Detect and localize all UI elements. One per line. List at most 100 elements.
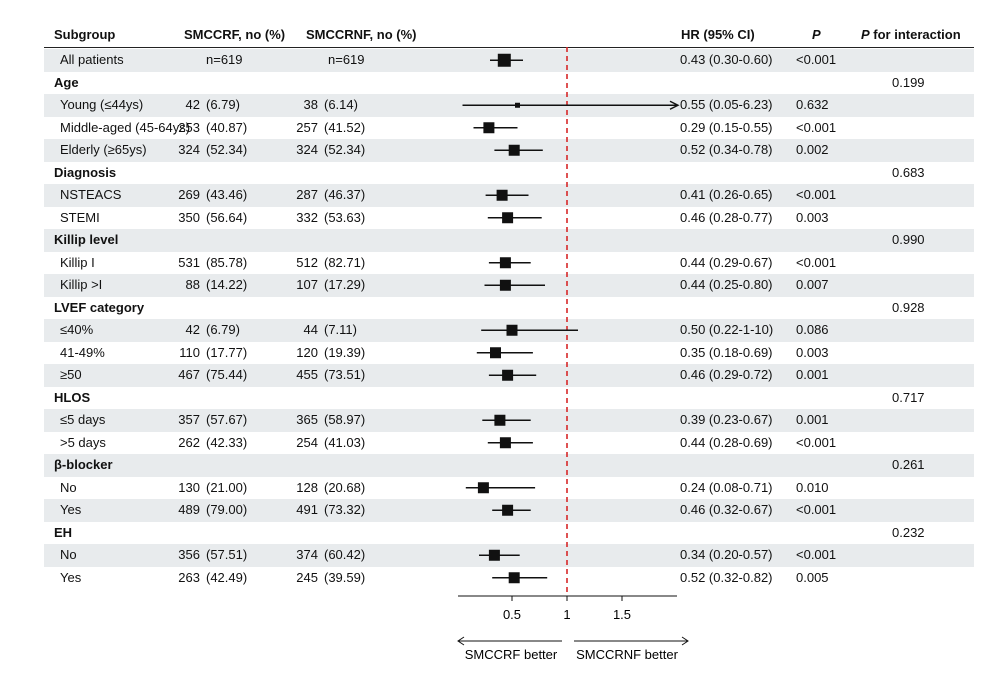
hr-point xyxy=(499,257,511,269)
subgroup-label: Yes xyxy=(60,569,82,585)
hr-ci-value: 0.43 (0.30-0.60) xyxy=(680,52,773,67)
subgroup-label: Yes xyxy=(60,502,82,517)
subgroup-label: ≤5 days xyxy=(60,412,106,427)
hr-ci-value: 0.46 (0.28-0.77) xyxy=(680,209,773,225)
hr-point xyxy=(494,414,506,426)
subgroup-label: ≥50 xyxy=(60,367,82,382)
table-row: 41-49% 110 (17.77) 120 (19.39) 0.35 (0.18-0.6… xyxy=(44,342,974,365)
hr-point xyxy=(502,504,514,516)
subgroup-label: Young (≤44ys) xyxy=(60,97,144,112)
hr-point xyxy=(499,437,511,449)
smccrnf-pct: (58.97) xyxy=(324,412,366,427)
group-label: β-blocker xyxy=(54,457,113,472)
smccrf-n: 262 xyxy=(178,434,200,450)
smccrf-n: 489 xyxy=(178,502,200,517)
p-value: 0.632 xyxy=(796,97,829,112)
smccrf-pct: (17.77) xyxy=(206,344,248,360)
p-value: <0.001 xyxy=(796,502,837,517)
hr-point xyxy=(515,102,520,108)
smccrnf-pct: (17.29) xyxy=(324,277,366,292)
hr-point xyxy=(502,212,514,224)
smccrf-pct: (40.87) xyxy=(206,119,248,135)
smccrf-n: 324 xyxy=(178,142,200,157)
smccrf-pct: (21.00) xyxy=(206,479,248,495)
smccrf-pct: (85.78) xyxy=(206,254,248,270)
hr-ci-value: 0.46 (0.32-0.67) xyxy=(680,502,773,517)
p-interaction-value: 0.261 xyxy=(892,457,925,472)
smccrnf-pct: (60.42) xyxy=(324,547,366,562)
hr-ci-value: 0.44 (0.25-0.80) xyxy=(680,277,773,292)
hr-ci-value: 0.46 (0.29-0.72) xyxy=(680,367,773,382)
group-row: LVEF category 0.928 xyxy=(44,297,974,320)
p-value: 0.005 xyxy=(796,569,829,585)
group-row: Age 0.199 xyxy=(44,72,974,95)
hr-ci-value: 0.44 (0.28-0.69) xyxy=(680,434,773,450)
smccrf-n: 269 xyxy=(178,187,200,202)
group-row: HLOS 0.717 xyxy=(44,387,974,410)
smccrf-pct: (43.46) xyxy=(206,187,248,202)
hr-ci-value: 0.44 (0.29-0.67) xyxy=(680,254,773,270)
p-value: 0.002 xyxy=(796,142,829,157)
p-interaction-value: 0.928 xyxy=(892,299,925,315)
x-tick-label: 1.5 xyxy=(613,607,631,622)
hr-ci-value: 0.35 (0.18-0.69) xyxy=(680,344,773,360)
subgroup-label: STEMI xyxy=(60,209,100,225)
p-interaction-value: 0.199 xyxy=(892,74,925,90)
smccrnf-n: 128 xyxy=(296,479,318,495)
group-row: Killip level 0.990 xyxy=(44,229,974,252)
smccrf-n: 531 xyxy=(178,254,200,270)
smccrnf-n: 374 xyxy=(296,547,318,562)
table-row: Killip I 531 (85.78) 512 (82.71) 0.44 (0.29-0… xyxy=(44,252,974,275)
smccrf-pct: (57.51) xyxy=(206,547,248,562)
smccrf-n: 357 xyxy=(178,412,200,427)
table-row: No 130 (21.00) 128 (20.68) 0.24 (0.08-0.71) 0.… xyxy=(44,477,974,500)
smccrnf-pct: (7.11) xyxy=(324,322,357,337)
hr-ci-value: 0.29 (0.15-0.55) xyxy=(680,119,773,135)
group-row: Diagnosis 0.683 xyxy=(44,162,974,185)
smccrnf-pct: (53.63) xyxy=(324,209,366,225)
smccrf-pct: (42.49) xyxy=(206,569,248,585)
smccrf-pct: (6.79) xyxy=(206,322,240,337)
hr-point xyxy=(490,347,501,359)
smccrnf-pct: (73.51) xyxy=(324,367,366,382)
right-arrowhead xyxy=(681,636,689,646)
smccrf-pct: (56.64) xyxy=(206,209,248,225)
header-p-interaction-rest: for interaction xyxy=(869,27,961,42)
subgroup-label: All patients xyxy=(60,52,124,67)
smccrnf-pct: (52.34) xyxy=(324,142,366,157)
hr-ci-value: 0.52 (0.32-0.82) xyxy=(680,569,773,585)
smccrnf-pct: (73.32) xyxy=(324,502,366,517)
hr-point xyxy=(502,369,514,381)
smccrf-count: n=619 xyxy=(206,52,243,67)
smccrnf-pct: (82.71) xyxy=(324,254,366,270)
p-value: 0.001 xyxy=(796,367,829,382)
smccrf-n: 350 xyxy=(178,209,200,225)
smccrnf-count: n=619 xyxy=(328,52,365,67)
header-smccrnf: SMCCRNF, no (%) xyxy=(306,27,417,42)
smccrf-n: 88 xyxy=(185,277,200,292)
p-interaction-value: 0.717 xyxy=(892,389,925,405)
smccrf-pct: (79.00) xyxy=(206,502,248,517)
header-smccrf: SMCCRF, no (%) xyxy=(184,27,286,42)
smccrf-pct: (57.67) xyxy=(206,412,248,427)
smccrnf-pct: (20.68) xyxy=(324,479,366,495)
hr-ci-value: 0.24 (0.08-0.71) xyxy=(680,479,773,495)
group-label: Diagnosis xyxy=(54,164,117,180)
left-arrow-label: SMCCRF better xyxy=(465,647,558,662)
smccrnf-n: 332 xyxy=(296,209,318,225)
smccrf-n: 253 xyxy=(178,119,200,135)
p-value: <0.001 xyxy=(796,52,837,67)
p-value: <0.001 xyxy=(796,254,837,270)
smccrnf-n: 324 xyxy=(296,142,318,157)
p-value: 0.003 xyxy=(796,344,829,360)
subgroup-label: Elderly (≥65ys) xyxy=(60,142,147,157)
hr-ci-value: 0.50 (0.22-1-10) xyxy=(680,322,774,337)
smccrf-pct: (42.33) xyxy=(206,434,248,450)
smccrf-pct: (14.22) xyxy=(206,277,248,292)
header-hr-ci: HR (95% CI) xyxy=(681,27,755,42)
smccrnf-n: 257 xyxy=(296,119,318,135)
hr-point xyxy=(483,122,495,134)
smccrf-n: 130 xyxy=(178,479,200,495)
table-row: STEMI 350 (56.64) 332 (53.63) 0.46 (0.28-0.77… xyxy=(44,207,974,230)
